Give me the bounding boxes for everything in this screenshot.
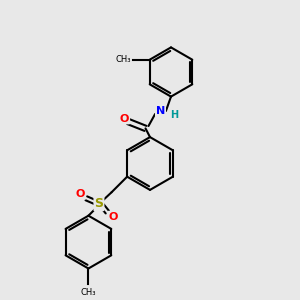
Text: N: N xyxy=(156,106,165,116)
Text: O: O xyxy=(120,113,129,124)
Text: S: S xyxy=(94,197,103,210)
Text: H: H xyxy=(170,110,178,120)
Text: O: O xyxy=(109,212,118,222)
Text: CH₃: CH₃ xyxy=(81,288,96,297)
Text: CH₃: CH₃ xyxy=(116,55,131,64)
Text: O: O xyxy=(76,189,85,199)
